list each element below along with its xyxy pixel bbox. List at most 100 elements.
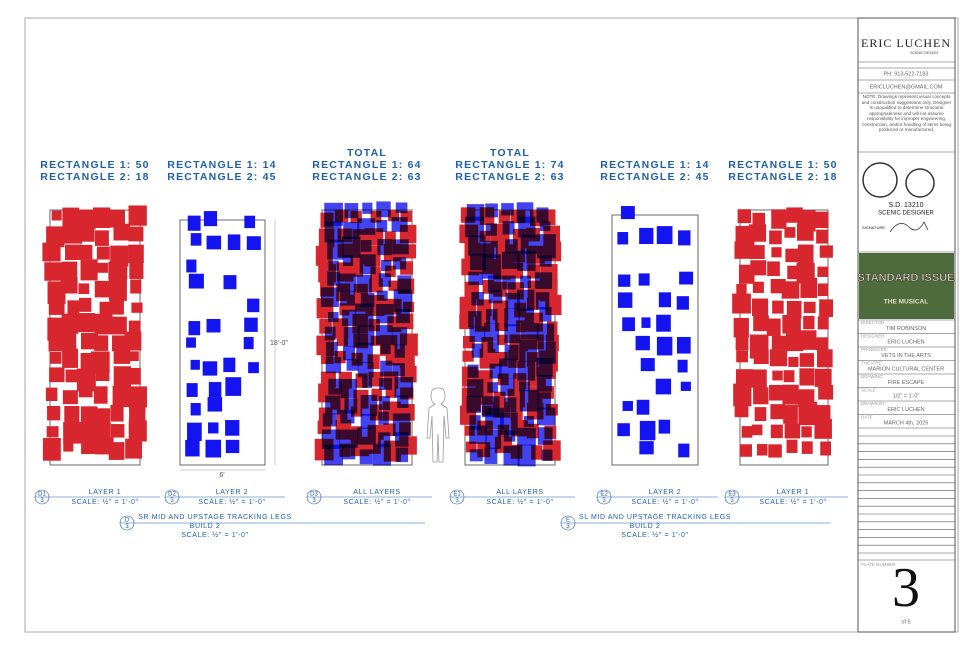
pattern-square (357, 325, 375, 346)
pattern-square (128, 386, 147, 408)
pattern-square (531, 445, 543, 460)
pattern-square (94, 335, 109, 351)
pattern-square (187, 215, 201, 231)
pattern-square (45, 387, 58, 401)
pattern-square (131, 302, 143, 313)
pattern-square (378, 432, 391, 448)
pattern-square (817, 266, 829, 277)
callout-sheet: 3 (455, 498, 459, 504)
pattern-square (49, 367, 65, 383)
pattern-square (468, 310, 482, 328)
pattern-square (782, 314, 801, 334)
pattern-square (339, 303, 350, 316)
callout-sheet: 3 (40, 498, 44, 504)
pattern-square (815, 405, 831, 424)
pattern-square (772, 370, 783, 381)
pattern-square (803, 315, 815, 330)
pattern-square (128, 244, 144, 264)
pattern-square (397, 275, 412, 293)
pattern-square (130, 279, 142, 294)
pattern-square (748, 224, 767, 242)
pattern-square (750, 245, 765, 259)
panel-scale: SCALE: ½" = 1'-0" (198, 498, 265, 506)
designer-role: SCENIC DESIGN (910, 51, 938, 55)
pattern-square (388, 280, 399, 291)
pattern-square (341, 309, 357, 327)
pattern-square (225, 439, 240, 454)
pattern-square (207, 397, 223, 412)
pattern-square (80, 406, 98, 428)
pattern-square (124, 331, 142, 351)
pattern-square (469, 425, 487, 444)
pattern-square (786, 300, 802, 319)
pattern-square (188, 321, 201, 336)
pattern-square (372, 443, 391, 466)
pattern-square (639, 441, 654, 455)
pattern-square (505, 292, 521, 309)
pattern-square (376, 303, 394, 324)
pattern-square (108, 442, 125, 460)
pattern-square (518, 308, 535, 324)
field-value: MARCH 4th, 2025 (884, 420, 929, 426)
pattern-square (359, 254, 376, 275)
pattern-square (785, 330, 804, 352)
pattern-square (78, 297, 92, 312)
pattern-square (81, 438, 98, 455)
pattern-square (108, 209, 125, 228)
panel-header: TOTAL (347, 147, 387, 159)
pattern-square (817, 283, 829, 297)
pattern-square (786, 439, 798, 453)
pattern-square (362, 202, 373, 214)
pattern-square (734, 402, 749, 418)
disclaimer-note: NOTE: Drawings represent visual concepts… (861, 94, 952, 132)
pattern-square (465, 216, 485, 238)
pattern-square (377, 239, 393, 256)
pattern-square (748, 369, 767, 388)
pattern-square (656, 336, 673, 356)
pattern-square (517, 427, 536, 446)
panel-header: RECTANGLE 2: 63 (455, 171, 564, 183)
pattern-square (487, 341, 499, 353)
pattern-square (388, 210, 399, 222)
pattern-square (487, 275, 502, 293)
plate-number: 3 (892, 557, 920, 619)
pattern-square (518, 216, 536, 238)
sheet-border (24, 17, 959, 633)
pattern-square (327, 312, 339, 323)
pattern-square (468, 271, 484, 286)
callout-sheet: 3 (602, 498, 606, 504)
panel-title: LAYER 1 (777, 489, 809, 496)
pattern-square (357, 218, 376, 235)
pattern-square (244, 317, 258, 332)
pattern-square (327, 239, 344, 260)
pattern-square (485, 223, 497, 236)
pattern-square (395, 308, 410, 324)
pattern-square (113, 348, 131, 364)
pattern-square (817, 316, 829, 330)
pattern-square (378, 411, 389, 425)
pattern-square (344, 203, 359, 219)
pattern-square (485, 407, 505, 430)
pattern-square (65, 244, 82, 261)
human-scale-figure (426, 387, 450, 463)
pattern-square (539, 255, 552, 267)
pattern-square (51, 210, 62, 221)
pattern-square (505, 239, 518, 254)
pattern-square (325, 395, 341, 415)
pattern-square (77, 223, 95, 242)
pattern-square (186, 383, 198, 397)
pattern-square (63, 442, 74, 452)
pattern-square (815, 337, 828, 351)
pattern-square (753, 349, 769, 365)
pattern-square (771, 247, 782, 258)
pattern-square (92, 422, 111, 442)
pattern-square (385, 386, 397, 398)
pattern-square (81, 332, 98, 350)
show-title: STANDARD ISSUE (858, 272, 955, 284)
pattern-square (125, 438, 142, 459)
pattern-square (769, 230, 782, 245)
pattern-square (395, 202, 408, 214)
pattern-square (393, 257, 407, 270)
callout-tag: D (125, 518, 130, 524)
panel-header: RECTANGLE 2: 18 (40, 171, 149, 183)
